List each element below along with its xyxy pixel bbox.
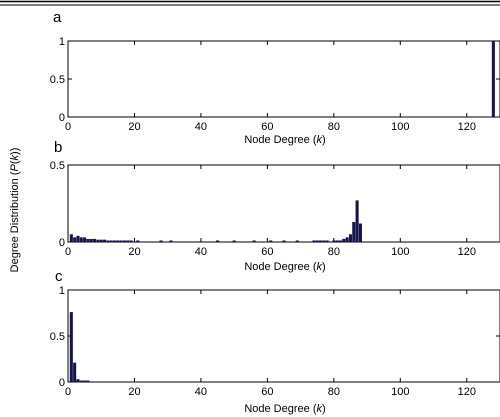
panel-b-bar (126, 240, 130, 242)
panel-b-bar (348, 234, 352, 242)
panel-c-bar (79, 380, 83, 382)
panel-b-bar (322, 240, 326, 242)
panel-b-bar (216, 240, 220, 242)
panel-b-bar (338, 240, 343, 242)
panel-b-bar (103, 239, 107, 242)
panel-b-bar (136, 240, 140, 242)
panel-a-bars (491, 41, 495, 117)
panel-c-x-tick-label: 80 (328, 386, 340, 398)
panel-c-y-tick-label: 0 (59, 377, 65, 389)
panel-b-bar (295, 240, 299, 242)
panel-a-frame (67, 40, 500, 118)
panel-c-x-tick-label: 120 (458, 386, 476, 398)
panel-b-bar (252, 240, 256, 242)
panel-a-x-tick-label: 0 (65, 121, 71, 133)
panel-b-bar (116, 240, 120, 242)
panel-c-bar (73, 362, 77, 382)
panel-b-bar (325, 240, 329, 242)
panel-b-bar (335, 240, 339, 242)
panel-b-bar (312, 240, 316, 242)
panel-b-bar (358, 223, 362, 242)
panel-b-ticks: 0 20 40 60 80 100 120 0 0.5 (50, 160, 500, 258)
panel-a-x-tick-label: 60 (261, 121, 273, 133)
panel-a-x-tick-label: 80 (328, 121, 340, 133)
panel-c-x-tick-label: 0 (65, 386, 71, 398)
panel-a-y-tick-label: 1 (59, 36, 65, 48)
panel-b-bar (86, 238, 90, 242)
panel-b-x-axis-label: Node Degree (k) (244, 261, 325, 273)
panel-a-letter: a (53, 9, 62, 26)
panel-c-frame (67, 289, 500, 383)
panel-c: c 0 20 40 60 80 100 120 0 0.5 1 Node Degree (k) (50, 268, 500, 415)
panel-a: a 0 20 40 60 80 100 120 0 0.5 1 Node Degree (k) (50, 9, 500, 146)
panel-c-x-tick-label: 20 (128, 386, 140, 398)
panel-b-x-tick-label: 0 (65, 246, 71, 258)
panel-a-x-axis-label: Node Degree (k) (244, 134, 325, 146)
panel-b-bar (315, 240, 319, 242)
panel-b-bar (69, 234, 73, 242)
panel-c-y-tick-label: 0.5 (50, 331, 65, 343)
panel-a-x-tick-label: 20 (128, 121, 140, 133)
panel-b-bar (79, 237, 83, 242)
panel-b-bar (89, 238, 93, 242)
panel-c-bar (83, 380, 87, 382)
panel-a-x-tick-label: 40 (195, 121, 207, 133)
panel-c-y-tick-label: 1 (59, 285, 65, 297)
panel-b-x-tick-label: 120 (458, 246, 476, 258)
panel-b-bar (112, 240, 117, 242)
panel-b-bars (69, 200, 362, 242)
panel-b-bar (342, 238, 346, 242)
panel-b-x-tick-label: 60 (261, 246, 273, 258)
panel-b-bar (269, 240, 273, 242)
panel-c-x-tick-label: 100 (391, 386, 409, 398)
panel-b-bar (352, 221, 356, 242)
panel-b-x-tick-label: 40 (195, 246, 207, 258)
panel-b-bar (99, 239, 103, 242)
panel-c-bars (69, 312, 90, 382)
panel-b-bar (122, 240, 127, 242)
panel-b-bar (76, 235, 80, 242)
panel-c-ticks: 0 20 40 60 80 100 120 0 0.5 1 (50, 285, 500, 398)
panel-b-bar (106, 240, 110, 242)
shared-y-axis-label: Degree Distribution (P(k)) (9, 148, 21, 273)
panel-b-bar (282, 240, 286, 242)
panel-a-bar (491, 41, 495, 117)
panel-b: b 0 20 40 60 80 100 120 0 0.5 Node Degree (k) (50, 139, 500, 273)
panel-b-bar (119, 240, 123, 242)
panel-b-bar (73, 237, 77, 242)
panel-b-y-tick-label: 0.5 (50, 160, 65, 172)
panel-b-x-tick-label: 20 (128, 246, 140, 258)
panel-c-bar (76, 379, 80, 382)
panel-b-bar (169, 240, 173, 242)
panel-c-letter: c (55, 268, 63, 285)
panel-a-y-tick-label: 0.5 (50, 74, 65, 86)
panel-b-bar (159, 240, 163, 242)
panel-b-bar (93, 238, 97, 242)
panel-c-bar (86, 380, 90, 382)
panel-b-bar (345, 237, 349, 242)
panel-b-frame (67, 164, 500, 243)
panel-c-x-axis-label: Node Degree (k) (244, 403, 325, 415)
panel-b-letter: b (54, 139, 62, 156)
panel-b-bar (83, 237, 87, 242)
panel-a-x-tick-label: 100 (391, 121, 409, 133)
panel-b-bar (96, 239, 100, 242)
panel-c-x-tick-label: 60 (261, 386, 273, 398)
panel-c-x-tick-label: 40 (195, 386, 207, 398)
panel-a-y-tick-label: 0 (59, 112, 65, 124)
panel-b-bar (319, 240, 323, 242)
panel-b-bar (232, 240, 236, 242)
panel-a-ticks: 0 20 40 60 80 100 120 0 0.5 1 (50, 36, 500, 133)
panel-b-bar (109, 240, 113, 242)
panel-b-bar (129, 240, 133, 242)
panel-b-bar (355, 200, 359, 242)
panel-b-y-tick-label: 0 (59, 237, 65, 249)
panel-c-bar (69, 312, 73, 382)
panel-b-x-tick-label: 100 (391, 246, 409, 258)
panel-b-x-tick-label: 80 (328, 246, 340, 258)
panel-b-bar (332, 240, 336, 242)
panel-a-x-tick-label: 120 (458, 121, 476, 133)
